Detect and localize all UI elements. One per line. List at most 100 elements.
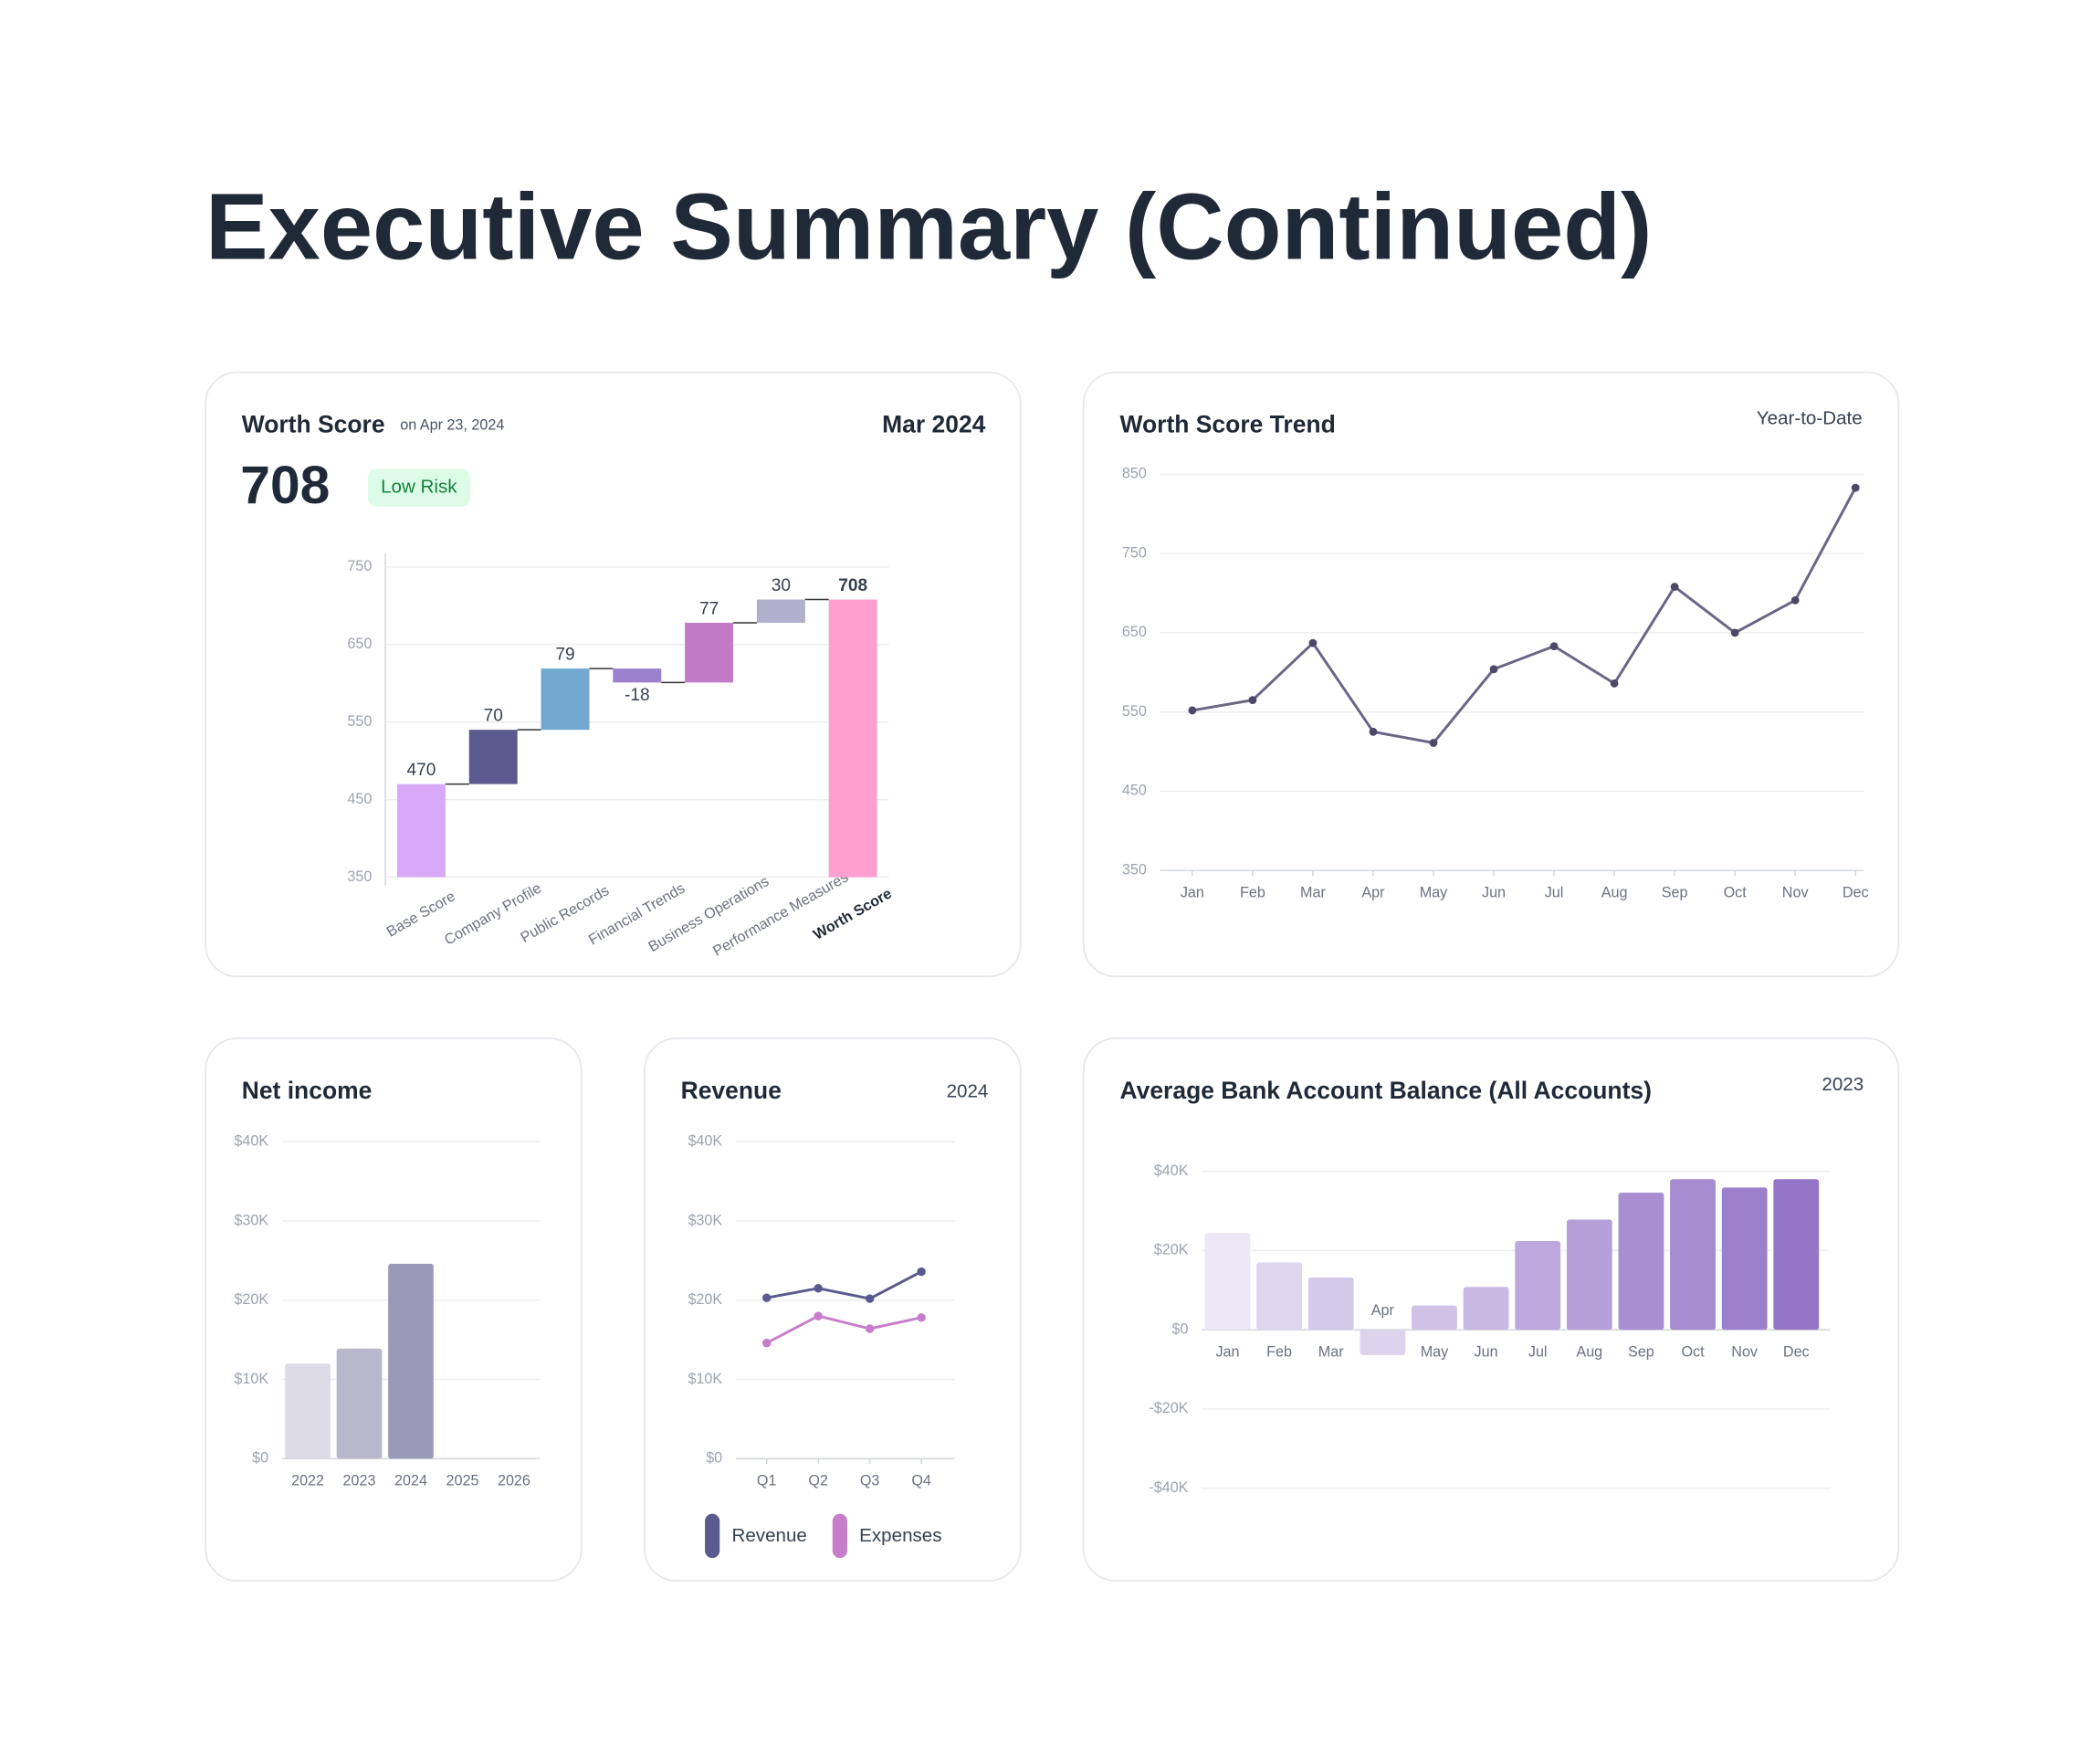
y-tick-label: 750 — [1122, 544, 1147, 561]
bar — [1618, 1193, 1664, 1331]
y-tick-label: 350 — [347, 868, 372, 885]
y-tick-label: 750 — [347, 558, 372, 574]
x-tick-label: Nov — [1782, 884, 1810, 900]
y-tick-label: -$40K — [1149, 1479, 1188, 1496]
point — [865, 1324, 875, 1333]
value-label: 79 — [555, 645, 574, 664]
x-tick-label: Q3 — [860, 1473, 880, 1489]
x-tick-label: May — [1421, 1343, 1449, 1360]
line — [766, 1314, 922, 1344]
card-title: Net income — [242, 1077, 373, 1104]
point — [1790, 595, 1800, 605]
value-label: 70 — [484, 707, 503, 726]
x-tick-label: 2023 — [343, 1473, 376, 1489]
point — [762, 1293, 772, 1302]
card-title: Worth Score Trend — [1119, 410, 1335, 437]
y-tick-label: 350 — [1122, 861, 1147, 878]
bar — [285, 1363, 331, 1459]
x-tick-label: 2025 — [446, 1473, 478, 1489]
y-tick-label: $40K — [234, 1133, 268, 1150]
x-tick-label: 2026 — [498, 1473, 530, 1489]
y-tick-label: $40K — [688, 1133, 722, 1150]
y-tick-label: $0 — [1171, 1320, 1188, 1337]
bar — [1256, 1262, 1303, 1331]
point — [1308, 638, 1318, 647]
point — [917, 1313, 926, 1322]
bar — [388, 1263, 434, 1459]
x-tick-label: Jun — [1475, 1343, 1498, 1360]
y-tick-label: $20K — [688, 1291, 722, 1308]
point — [1429, 739, 1438, 747]
bar — [468, 730, 518, 784]
line — [1192, 487, 1857, 745]
legend-swatch — [832, 1513, 847, 1559]
x-tick-label: 2024 — [394, 1473, 427, 1489]
badge-label: Low Risk — [381, 476, 457, 497]
value-label: 30 — [772, 576, 791, 595]
bar — [613, 668, 662, 683]
bar — [828, 599, 877, 878]
bar — [541, 668, 590, 731]
point — [865, 1294, 875, 1303]
x-tick-label: Jun — [1482, 884, 1506, 900]
bar — [1307, 1277, 1354, 1331]
bar — [1515, 1240, 1561, 1331]
card — [644, 1037, 1022, 1583]
legend-swatch — [705, 1513, 720, 1559]
bar — [1412, 1305, 1457, 1331]
value-label: 470 — [407, 761, 436, 780]
x-tick-label: Jul — [1545, 884, 1564, 900]
x-tick-label: Oct — [1681, 1343, 1705, 1360]
y-tick-label: 650 — [1122, 624, 1147, 640]
point — [1851, 483, 1860, 492]
card-title: Revenue — [681, 1077, 782, 1104]
x-tick-label: Oct — [1724, 884, 1748, 900]
bar — [396, 784, 446, 878]
value-label: 708 — [838, 576, 867, 595]
x-tick-label: Sep — [1662, 884, 1688, 900]
legend-label: Expenses — [859, 1525, 941, 1546]
point — [1369, 727, 1378, 736]
point — [814, 1284, 823, 1293]
y-tick-label: $20K — [234, 1291, 268, 1308]
x-tick-label: Dec — [1783, 1343, 1810, 1360]
x-tick-label: May — [1420, 884, 1448, 900]
point — [762, 1338, 772, 1348]
y-tick-label: $10K — [234, 1371, 268, 1387]
y-tick-label: $20K — [1154, 1242, 1189, 1258]
point — [1610, 679, 1619, 688]
x-tick-label: Q2 — [808, 1473, 828, 1489]
x-tick-label: Sep — [1628, 1343, 1654, 1360]
card-subtitle: 2024 — [947, 1080, 989, 1101]
y-tick-label: $0 — [706, 1450, 722, 1467]
x-tick-label: Q4 — [911, 1473, 931, 1489]
card-title: Average Bank Account Balance (All Accoun… — [1119, 1077, 1651, 1104]
bar — [1204, 1233, 1251, 1331]
x-tick-label: Q1 — [757, 1473, 777, 1489]
card-subtitle: on Apr 23, 2024 — [400, 417, 504, 434]
y-tick-label: 450 — [1122, 783, 1147, 799]
y-tick-label: 450 — [347, 791, 372, 807]
bar — [1773, 1179, 1820, 1331]
point — [1730, 628, 1739, 637]
x-tick-label: Jan — [1181, 884, 1204, 900]
bar — [336, 1348, 383, 1459]
card-subtitle: Year-to-Date — [1757, 407, 1863, 428]
bar — [756, 599, 805, 623]
point — [1489, 665, 1498, 674]
y-tick-label: 850 — [1122, 466, 1147, 482]
x-tick-label: 2022 — [291, 1473, 324, 1489]
point — [814, 1311, 823, 1320]
bar — [685, 622, 734, 683]
x-tick-label: Apr — [1361, 884, 1385, 900]
y-tick-label: $40K — [1154, 1163, 1189, 1179]
card-subtitle: 2023 — [1822, 1074, 1864, 1095]
badge — [367, 468, 470, 507]
point — [1670, 583, 1679, 591]
card-period: Mar 2024 — [882, 410, 986, 437]
y-tick-label: $0 — [252, 1450, 268, 1467]
x-tick-label: Feb — [1240, 884, 1265, 900]
x-tick-label: Dec — [1843, 884, 1869, 900]
